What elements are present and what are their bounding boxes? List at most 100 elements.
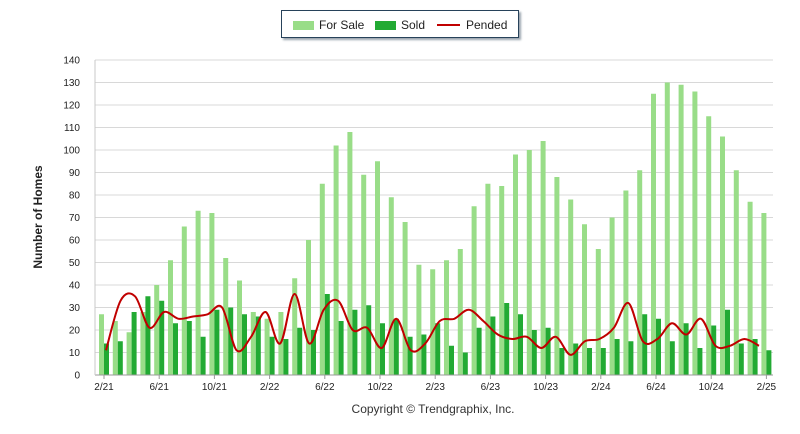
bar-for-sale [250, 312, 256, 375]
bar-sold [214, 309, 220, 375]
bar-sold [311, 330, 316, 375]
y-tick-label: 110 [64, 123, 80, 134]
bar-for-sale [361, 174, 367, 375]
bar-sold [228, 307, 234, 375]
y-axis-ticks: 0 10 20 30 40 50 60 70 80 90 100 110 120 130 140 [63, 56, 80, 382]
bar-for-sale [154, 285, 160, 375]
y-tick-label: 50 [69, 258, 81, 269]
bar-for-sale [195, 210, 201, 375]
bar-for-sale [140, 312, 146, 375]
bar-sold [766, 350, 772, 375]
bar-sold [393, 318, 399, 375]
x-tick-label: 2/23 [425, 382, 445, 393]
x-tick-label: 10/22 [367, 382, 392, 393]
bar-sold [338, 321, 344, 375]
bar-sold [173, 323, 178, 375]
y-tick-label: 0 [74, 371, 80, 382]
bar-for-sale [513, 154, 518, 375]
bar-sold [145, 296, 151, 375]
bar-for-sale [99, 314, 104, 375]
bar-for-sale [333, 145, 339, 375]
y-tick-label: 60 [69, 236, 81, 247]
legend-item-pended[interactable]: Pended [437, 18, 507, 32]
bar-for-sale [471, 206, 477, 375]
bar-for-sale [402, 222, 408, 375]
bar-sold [573, 343, 579, 375]
bar-sold [669, 341, 675, 375]
bar-for-sale [720, 136, 725, 375]
bar-sold [435, 323, 441, 375]
y-tick-label: 140 [63, 56, 80, 67]
legend-item-for-sale[interactable]: For Sale [293, 18, 364, 32]
bar-for-sale [347, 132, 353, 375]
for-sale-swatch [293, 20, 314, 30]
bar-for-sale [306, 240, 311, 375]
bar-sold [242, 314, 247, 375]
pended-swatch [437, 24, 460, 26]
bar-for-sale [499, 186, 505, 375]
bar-for-sale [112, 321, 118, 375]
bar-sold [159, 300, 165, 375]
bar-for-sale [126, 332, 132, 375]
bar-sold [407, 336, 413, 375]
bar-sold [587, 348, 592, 375]
x-tick-label: 6/22 [315, 382, 335, 393]
y-tick-label: 10 [69, 348, 81, 359]
y-tick-label: 40 [69, 281, 81, 292]
bar-sold [297, 327, 303, 375]
bar-for-sale [416, 264, 422, 375]
y-tick-label: 120 [63, 101, 80, 112]
bar-sold [600, 348, 606, 375]
bar-sold [380, 323, 385, 375]
bar-sold [559, 348, 565, 375]
bar-sold [462, 352, 468, 375]
bar-sold [283, 339, 289, 375]
x-tick-label: 6/24 [646, 382, 666, 393]
bar-sold [697, 348, 703, 375]
pended-line-layer [105, 292, 760, 356]
x-tick-label: 2/24 [591, 382, 611, 393]
bar-sold [255, 316, 261, 375]
bar-sold [656, 318, 661, 375]
bar-for-sale [430, 269, 436, 375]
bar-sold [449, 345, 454, 375]
x-tick-label: 10/24 [699, 382, 724, 393]
bar-sold [545, 327, 551, 375]
x-tick-label: 10/23 [533, 382, 558, 393]
bar-sold [738, 343, 744, 375]
bar-sold [518, 314, 523, 375]
legend: For Sale Sold Pended [281, 10, 519, 38]
bar-for-sale [747, 201, 753, 375]
bar-for-sale [388, 197, 394, 375]
legend-label-for-sale: For Sale [319, 18, 365, 32]
legend-item-sold[interactable]: Sold [375, 18, 425, 32]
sold-swatch [375, 20, 396, 30]
bar-sold [476, 327, 482, 375]
x-tick-label: 2/25 [757, 382, 777, 393]
bar-for-sale [375, 161, 380, 375]
bar-for-sale [526, 150, 532, 375]
bar-for-sale [733, 170, 739, 375]
bar-for-sale [237, 280, 242, 375]
copyright: Copyright © Trendgraphix, Inc. [351, 402, 515, 416]
bar-sold [117, 341, 123, 375]
bar-sold [186, 321, 192, 375]
bar-for-sale [554, 177, 560, 375]
bar-for-sale [292, 278, 298, 375]
bar-sold [683, 323, 689, 375]
x-tick-label: 6/21 [149, 382, 169, 393]
bar-for-sale [485, 183, 491, 375]
bar-sold [324, 294, 330, 375]
bar-for-sale [457, 249, 463, 375]
bar-sold [725, 309, 730, 375]
y-tick-label: 130 [63, 78, 80, 89]
y-tick-label: 70 [69, 213, 81, 224]
bar-sold [269, 336, 275, 375]
bar-for-sale [664, 82, 670, 375]
bar-for-sale [264, 318, 270, 375]
x-tick-label: 2/22 [260, 382, 280, 393]
bar-for-sale [540, 141, 546, 375]
bar-for-sale [568, 199, 574, 375]
bar-for-sale [319, 183, 325, 375]
bar-for-sale [692, 91, 698, 375]
